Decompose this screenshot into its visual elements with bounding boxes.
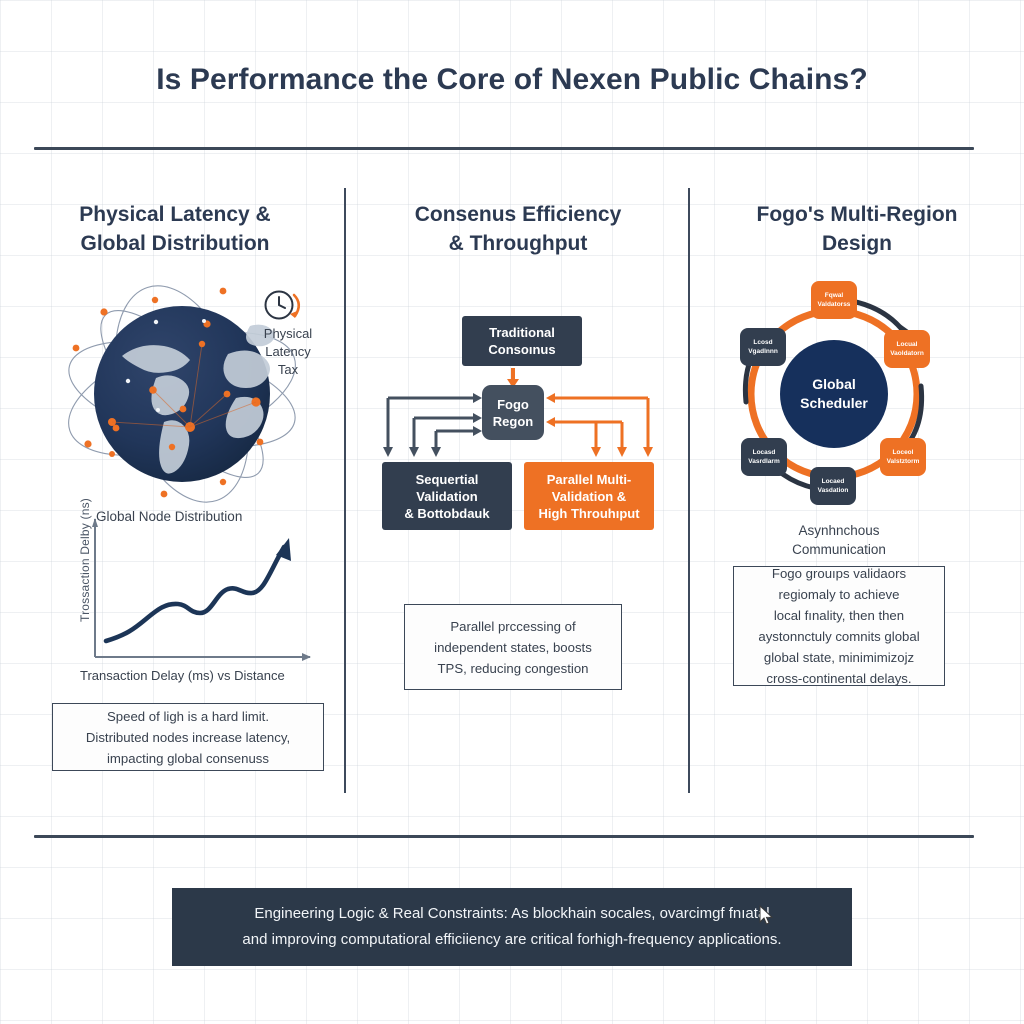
summary-banner: Engineering Logic & Real Constraints: As… — [172, 888, 852, 966]
column-2-caption: Parallel prccessing of independent state… — [404, 604, 622, 690]
column-1-heading-line2: Global Distribution — [80, 232, 270, 255]
ring-node-top-right[interactable]: Locual Vaoldatorn — [884, 330, 930, 368]
async-line1: Asynhnchous — [798, 523, 880, 538]
node-sequential-line1: Sequertial — [415, 471, 479, 487]
column-2-heading-line1: Consenus Efficiency — [414, 203, 622, 226]
async-line2: Communication — [792, 542, 886, 557]
ring-node-top[interactable]: Fqwal Valdatorss — [811, 281, 857, 319]
caption-2-line3: TPS, reducing congestion — [437, 660, 589, 676]
clock-icon — [262, 287, 306, 323]
node-traditional-consensus[interactable]: Traditional Consoınus — [462, 316, 582, 366]
footer-divider — [34, 835, 974, 838]
latency-tax-line3: Tax — [277, 362, 299, 377]
node-sequential-line3: & Bottobdauk — [404, 505, 490, 521]
chart-title: Global Node Distribution — [96, 509, 243, 524]
ring-node-bottom-left[interactable]: Locasd Vasrdlarm — [741, 438, 787, 476]
latency-tax-line2: Latency — [265, 344, 311, 359]
ring-node-bottom-right-line2: Valstztorm — [886, 458, 920, 465]
column-3-heading-line1: Fogo's Multi-Region — [756, 203, 958, 226]
caption-1-line3: impacting global consenuss — [106, 750, 269, 766]
ring-node-bottom-right[interactable]: Loceol Valstztorm — [880, 438, 926, 476]
column-divider-2 — [688, 188, 690, 793]
column-2-heading-line2: & Throughput — [448, 232, 588, 255]
column-1-heading: Physical Latency & Global Distribution — [10, 200, 340, 258]
latency-tax-line1: Physical — [263, 326, 313, 341]
ring-node-top-left-line2: Vgadlnnn — [748, 348, 778, 355]
ring-node-bottom[interactable]: Locaed Vasdation — [810, 467, 856, 505]
chart-x-axis-label: Transaction Delay (ms) vs Distance — [80, 668, 285, 683]
multi-region-ring-diagram: Global Scheduler Fqwal Valdatorss Locual… — [718, 278, 950, 510]
column-divider-1 — [344, 188, 346, 793]
ring-node-top-right-line1: Locual — [896, 341, 918, 348]
node-sequential-line2: Validation — [416, 488, 478, 504]
banner-line1: Engineering Logic & Real Constraints: As… — [254, 905, 770, 922]
ring-node-top-line1: Fqwal — [824, 292, 844, 299]
column-1-caption: Speed of ligh is a hard limit. Distribut… — [52, 703, 324, 771]
ring-node-top-line2: Valdatorss — [817, 301, 851, 308]
ring-node-bottom-left-line1: Locasd — [752, 449, 776, 456]
globe-illustration — [60, 282, 330, 517]
latency-distance-chart: Trossaction Delby (ns) — [48, 498, 328, 685]
ring-node-bottom-line2: Vasdation — [817, 487, 849, 494]
ring-node-bottom-right-line1: Loceol — [892, 449, 914, 456]
header-divider — [34, 147, 974, 150]
column-3-heading-line2: Design — [821, 232, 892, 255]
ring-node-bottom-line1: Locaed — [821, 478, 845, 485]
node-parallel-validation[interactable]: Parallel Multi- Validation & High Throuh… — [524, 462, 654, 530]
async-communication-label: Asynhnchous Communication — [728, 521, 950, 559]
caption-3-line5: global state, minimimizojz — [763, 650, 915, 665]
node-sequential-validation[interactable]: Sequertial Validation & Bottobdauk — [382, 462, 512, 530]
column-3-heading: Fogo's Multi-Region Design — [694, 200, 1020, 258]
global-scheduler-hub[interactable]: Global Scheduler — [780, 340, 888, 448]
caption-3-line6: cross-continental delays. — [766, 671, 912, 686]
chart-y-axis-label: Trossaction Delby (ns) — [78, 498, 92, 622]
column-multi-region-design: Fogo's Multi-Region Design — [694, 200, 1020, 258]
column-1-heading-line1: Physical Latency & — [79, 203, 271, 226]
caption-1-line2: Distributed nodes increase latency, — [85, 729, 291, 745]
column-consensus-efficiency: Consenus Efficiency & Throughput — [352, 200, 684, 258]
caption-2-line2: independent states, boosts — [434, 639, 592, 655]
node-fogo-line2: Regon — [492, 413, 534, 429]
node-traditional-line1: Traditional — [489, 325, 555, 340]
ring-node-top-right-line2: Vaoldatorn — [890, 350, 924, 357]
page-title: Is Performance the Core of Nexen Public … — [156, 63, 868, 96]
ring-node-bottom-left-line2: Vasrdlarm — [748, 458, 780, 465]
hub-line2: Scheduler — [800, 395, 868, 411]
caption-3-line3: local fınality, then then — [773, 608, 905, 623]
column-physical-latency: Physical Latency & Global Distribution — [10, 200, 340, 258]
ring-node-top-left-line1: Lcosd — [753, 339, 773, 346]
node-fogo-region[interactable]: Fogo Regon — [482, 385, 544, 440]
node-parallel-line1: Parallel Multi- — [546, 471, 632, 487]
caption-3-line1: Fogo grouıps validaors — [771, 566, 907, 581]
column-3-caption: Fogo grouıps validaors regiomaly to achi… — [733, 566, 945, 686]
node-traditional-line2: Consoınus — [488, 342, 556, 357]
node-fogo-line1: Fogo — [497, 396, 529, 412]
caption-1-line1: Speed of ligh is a hard limit. — [107, 708, 269, 724]
banner-line2: and improving computatioral efficiiency … — [242, 931, 782, 948]
consensus-flow-diagram: Traditional Consoınus Fogo Regon Sequert… — [352, 300, 684, 550]
caption-2-line1: Parallel prccessing of — [450, 618, 576, 634]
node-parallel-line3: High Throuhıput — [538, 505, 640, 521]
column-2-heading: Consenus Efficiency & Throughput — [352, 200, 684, 258]
latency-tax-label: Physical Latency Tax — [248, 325, 328, 379]
caption-3-line4: aystonnctuly comnits global — [758, 629, 920, 644]
node-parallel-line2: Validation & — [551, 488, 627, 504]
hub-line1: Global — [812, 376, 856, 392]
caption-3-line2: regiomaly to achieve — [778, 587, 900, 602]
ring-node-top-left[interactable]: Lcosd Vgadlnnn — [740, 328, 786, 366]
